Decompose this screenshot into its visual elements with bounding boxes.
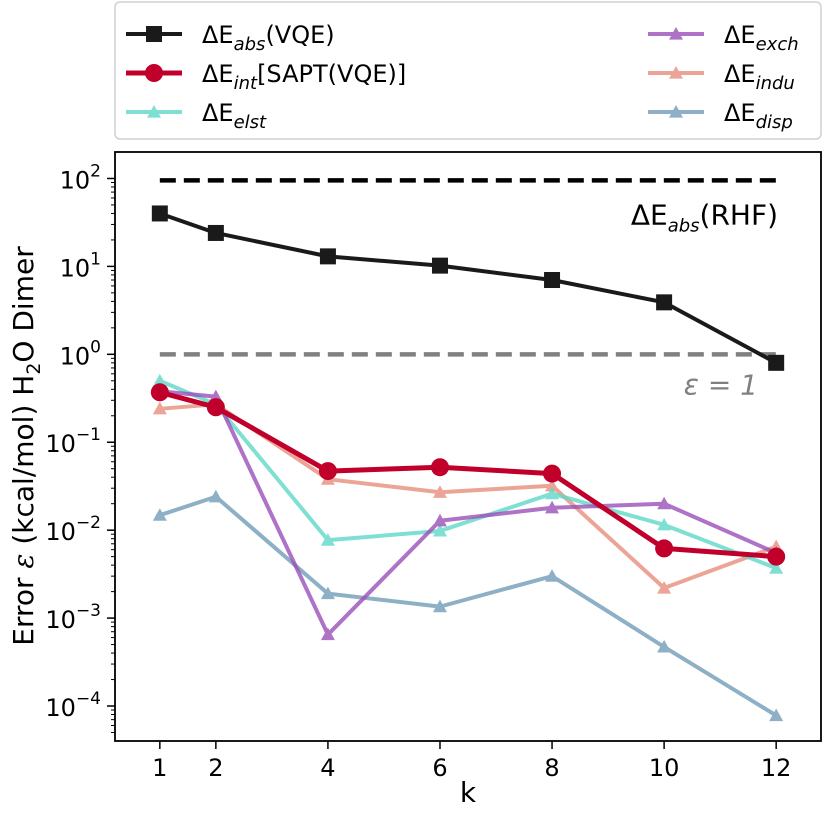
- data-point-eabs_vqe-2: [207, 224, 224, 241]
- data-point-exch-8: [545, 500, 560, 514]
- series-elst: [152, 373, 784, 574]
- x-tick-label-6: 6: [432, 754, 447, 782]
- data-point-eabs_vqe-10: [656, 294, 673, 311]
- y-tick-label-−3: 10−3: [45, 601, 101, 634]
- data-point-eabs_vqe-4: [319, 248, 336, 265]
- legend-label-indu: ΔEindu: [724, 60, 795, 94]
- y-axis-title-sub: 2: [23, 363, 45, 375]
- legend-marker-eint: [145, 64, 163, 82]
- y-axis-title-eps: ε: [7, 554, 40, 569]
- data-point-eint-2: [206, 398, 225, 417]
- data-point-eint-1: [150, 383, 169, 402]
- y-axis-title-post: O Dimer: [7, 246, 40, 363]
- data-point-disp-8: [545, 569, 560, 582]
- data-point-eabs_vqe-8: [544, 272, 561, 289]
- data-point-eint-12: [767, 547, 786, 566]
- reference-label-eps: ε = 1: [684, 368, 758, 401]
- series-eint: [150, 383, 786, 566]
- data-point-indu-1: [152, 401, 167, 415]
- legend: ΔEabs(VQE) ΔEexch ΔEint[SAPT(VQE)] ΔEindu ΔE…: [114, 1, 822, 140]
- data-point-exch-6: [432, 513, 447, 527]
- data-point-eabs_vqe-12: [768, 354, 785, 371]
- data-point-elst-12: [769, 561, 784, 574]
- y-axis: 102 101 100 10−1 10−2 10−3 10−4: [45, 161, 115, 733]
- data-point-disp-6: [432, 599, 447, 613]
- data-point-elst-10: [657, 517, 672, 531]
- data-point-elst-8: [545, 486, 560, 500]
- series-eabs_vqe: [151, 205, 785, 371]
- y-axis-title-mid: (kcal/mol) H: [7, 375, 40, 554]
- x-tick-label-2: 2: [208, 754, 223, 782]
- x-tick-label-4: 4: [320, 754, 335, 782]
- data-point-elst-4: [320, 533, 335, 546]
- x-tick-label-10: 10: [649, 754, 680, 782]
- data-point-disp-4: [320, 586, 335, 600]
- x-tick-label-12: 12: [761, 754, 792, 782]
- legend-marker-indu: [669, 66, 683, 79]
- data-point-indu-8: [545, 478, 560, 492]
- legend-entry-eabs_vqe: [126, 26, 182, 42]
- data-point-indu-6: [432, 485, 447, 498]
- data-point-exch-10: [657, 496, 672, 510]
- data-point-indu-10: [657, 580, 672, 594]
- x-axis-title: k: [460, 776, 477, 809]
- data-point-exch-4: [320, 627, 335, 641]
- legend-entry-elst: [126, 105, 182, 118]
- legend-label-eabs_vqe: ΔEabs(VQE): [202, 21, 335, 55]
- y-tick-label-1: 101: [60, 249, 101, 282]
- y-tick-label-−4: 10−4: [45, 689, 101, 722]
- data-point-eint-6: [430, 458, 449, 477]
- data-point-elst-1: [152, 373, 167, 387]
- y-tick-label-−2: 10−2: [45, 513, 101, 546]
- y-axis-title: Error ε (kcal/mol) H2O Dimer: [7, 246, 45, 646]
- reference-label-rhf: ΔEabs(RHF): [631, 198, 778, 236]
- series-line-disp: [159, 494, 778, 718]
- series-disp: [152, 489, 784, 722]
- data-point-disp-10: [657, 639, 672, 653]
- data-point-elst-6: [432, 523, 447, 537]
- legend-entry-eint: [126, 64, 182, 82]
- legend-entry-indu: [648, 66, 704, 79]
- data-point-eint-8: [543, 464, 562, 483]
- data-point-eabs_vqe-6: [431, 257, 448, 274]
- legend-label-elst: ΔEelst: [202, 99, 267, 133]
- x-tick-label-8: 8: [544, 754, 559, 782]
- legend-entry-disp: [648, 105, 704, 118]
- data-point-eabs_vqe-1: [151, 205, 168, 222]
- legend-label-exch: ΔEexch: [724, 21, 799, 55]
- x-tick-label-1: 1: [152, 754, 167, 782]
- y-axis-title-pre: Error: [7, 569, 40, 646]
- legend-label-eint: ΔEint[SAPT(VQE)]: [202, 60, 406, 94]
- legend-marker-elst: [147, 105, 161, 118]
- data-point-eint-10: [655, 539, 674, 558]
- series-line-indu: [159, 402, 777, 590]
- legend-marker-eabs_vqe: [146, 26, 162, 42]
- legend-label-disp: ΔEdisp: [724, 99, 793, 133]
- reference-lines: ΔEabs(RHF) ε = 1: [159, 178, 778, 401]
- legend-marker-exch: [669, 27, 683, 40]
- data-point-disp-12: [769, 708, 784, 722]
- x-axis: 1 2 4 6 8 10 12: [152, 741, 791, 782]
- legend-frame: [114, 1, 822, 140]
- data-point-disp-1: [152, 508, 167, 521]
- y-tick-label-−1: 10−1: [45, 425, 101, 458]
- legend-marker-disp: [669, 105, 683, 118]
- data-point-disp-2: [208, 489, 223, 503]
- series-group: [150, 205, 786, 722]
- y-tick-label-2: 102: [60, 161, 101, 194]
- legend-entry-exch: [648, 27, 704, 40]
- y-tick-label-0: 100: [60, 337, 101, 370]
- data-point-eint-4: [318, 462, 337, 481]
